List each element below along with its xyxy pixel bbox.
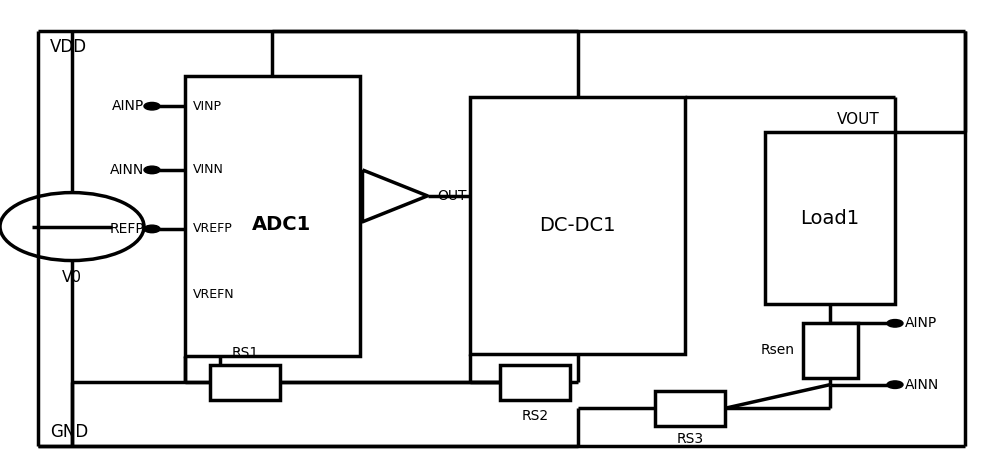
Text: RS2: RS2 (521, 408, 549, 422)
Text: VINN: VINN (193, 163, 224, 177)
Text: Rsen: Rsen (761, 344, 794, 357)
Text: GND: GND (50, 423, 88, 441)
Text: RS3: RS3 (676, 431, 704, 446)
Bar (765, 132, 895, 304)
Bar (210, 364, 280, 400)
Text: REFP: REFP (109, 222, 144, 236)
Bar (500, 364, 570, 400)
Text: VINP: VINP (193, 100, 222, 113)
Text: AINP: AINP (905, 316, 937, 330)
Text: AINN: AINN (110, 163, 144, 177)
Text: RS1: RS1 (231, 346, 259, 360)
Polygon shape (363, 170, 428, 222)
Text: DC-DC1: DC-DC1 (539, 216, 616, 235)
Text: VOUT: VOUT (836, 112, 879, 127)
Circle shape (144, 225, 160, 233)
Bar (802, 323, 858, 378)
Circle shape (887, 320, 903, 327)
Text: VDD: VDD (50, 38, 87, 56)
Text: Load1: Load1 (800, 209, 860, 228)
Text: AINP: AINP (112, 99, 144, 113)
Bar (655, 391, 725, 426)
Circle shape (144, 102, 160, 110)
Bar (185, 76, 360, 356)
Text: AINN: AINN (905, 378, 939, 392)
Text: VREFN: VREFN (193, 288, 235, 302)
Text: OUT: OUT (438, 189, 467, 203)
Bar (470, 97, 685, 354)
Circle shape (144, 166, 160, 174)
Text: V0: V0 (62, 270, 82, 285)
Text: VREFP: VREFP (193, 222, 233, 236)
Text: ADC1: ADC1 (252, 215, 311, 234)
Circle shape (887, 381, 903, 388)
